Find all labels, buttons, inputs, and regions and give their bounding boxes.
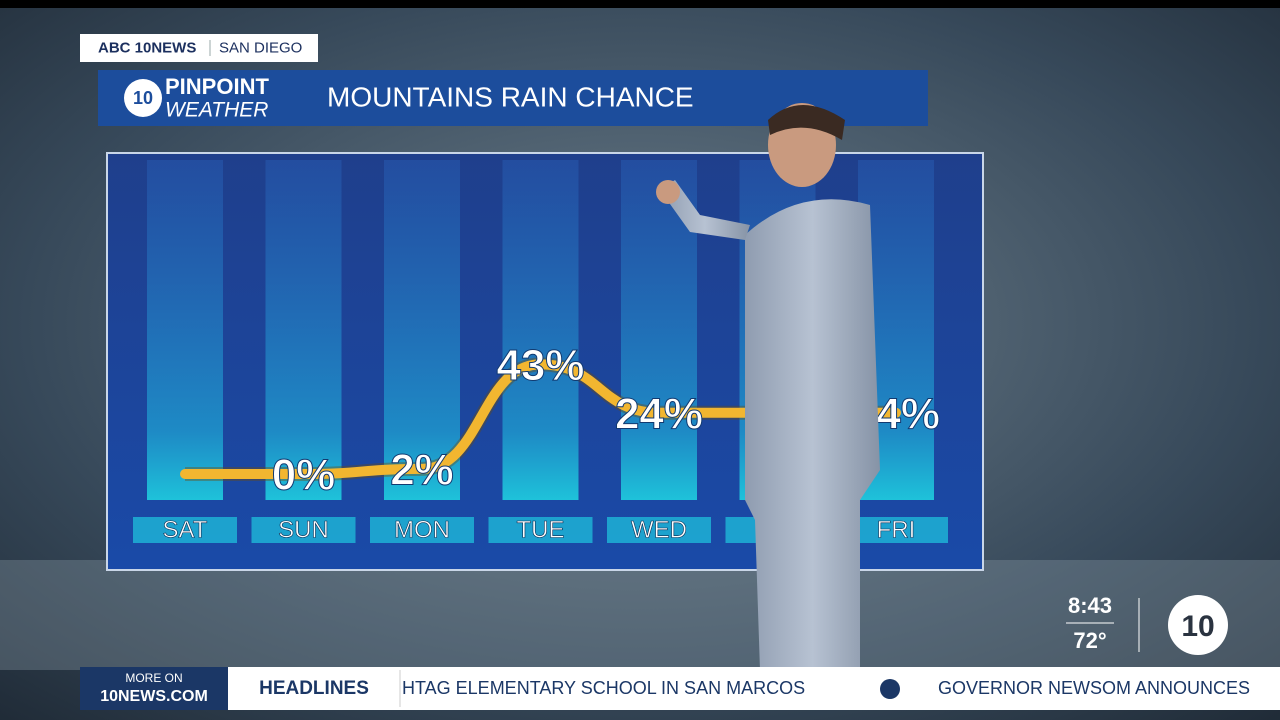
chart-title: MOUNTAINS RAIN CHANCE xyxy=(327,81,694,112)
ticker-item: HTAG ELEMENTARY SCHOOL IN SAN MARCOS xyxy=(402,678,805,698)
clock: 8:43 xyxy=(1068,593,1112,618)
x-tick-label: MON xyxy=(394,516,450,543)
ticker-section: HEADLINES xyxy=(259,678,369,699)
day-label-bg xyxy=(607,517,711,543)
brand-top: PINPOINT xyxy=(165,74,269,99)
day-column xyxy=(147,160,223,500)
more-on: MORE ON xyxy=(125,671,182,685)
day-label-bg xyxy=(844,517,948,543)
data-label: 43% xyxy=(496,341,584,390)
day-column xyxy=(265,160,342,500)
day-label-bg xyxy=(488,517,593,543)
network-label xyxy=(80,34,318,62)
network-name: ABC 10NEWS xyxy=(98,39,196,56)
x-tick-label: FRI xyxy=(877,516,916,543)
ticker-logo xyxy=(880,679,900,699)
day-label-bg xyxy=(370,517,474,543)
city-name: SAN DIEGO xyxy=(219,39,302,56)
x-tick-label: WED xyxy=(631,516,687,543)
data-label: 2% xyxy=(390,446,454,495)
data-label: 0% xyxy=(272,451,336,500)
day-label-bg xyxy=(133,517,237,543)
ground-spray xyxy=(0,560,1280,670)
station-mark: 10 xyxy=(1181,610,1214,643)
letterbox xyxy=(0,0,1280,8)
logo-mark: 10 xyxy=(133,88,153,108)
day-label-bg xyxy=(251,517,356,543)
ticker-item: GOVERNOR NEWSOM ANNOUNCES xyxy=(938,678,1250,698)
x-tick-label: SUN xyxy=(278,516,329,543)
data-label: 24% xyxy=(615,389,703,438)
day-column xyxy=(384,160,460,500)
presenter xyxy=(656,103,880,670)
x-tick-label: TUE xyxy=(517,516,565,543)
day-column xyxy=(502,160,579,500)
brand-bottom: WEATHER xyxy=(165,99,268,122)
x-tick-label: SAT xyxy=(163,516,208,543)
site: 10NEWS.COM xyxy=(100,688,208,705)
temperature: 72° xyxy=(1073,628,1106,653)
more-on-box xyxy=(80,667,228,710)
brand-logo xyxy=(124,79,162,117)
ticker-bar xyxy=(228,667,1280,710)
station-logo xyxy=(1168,595,1228,655)
